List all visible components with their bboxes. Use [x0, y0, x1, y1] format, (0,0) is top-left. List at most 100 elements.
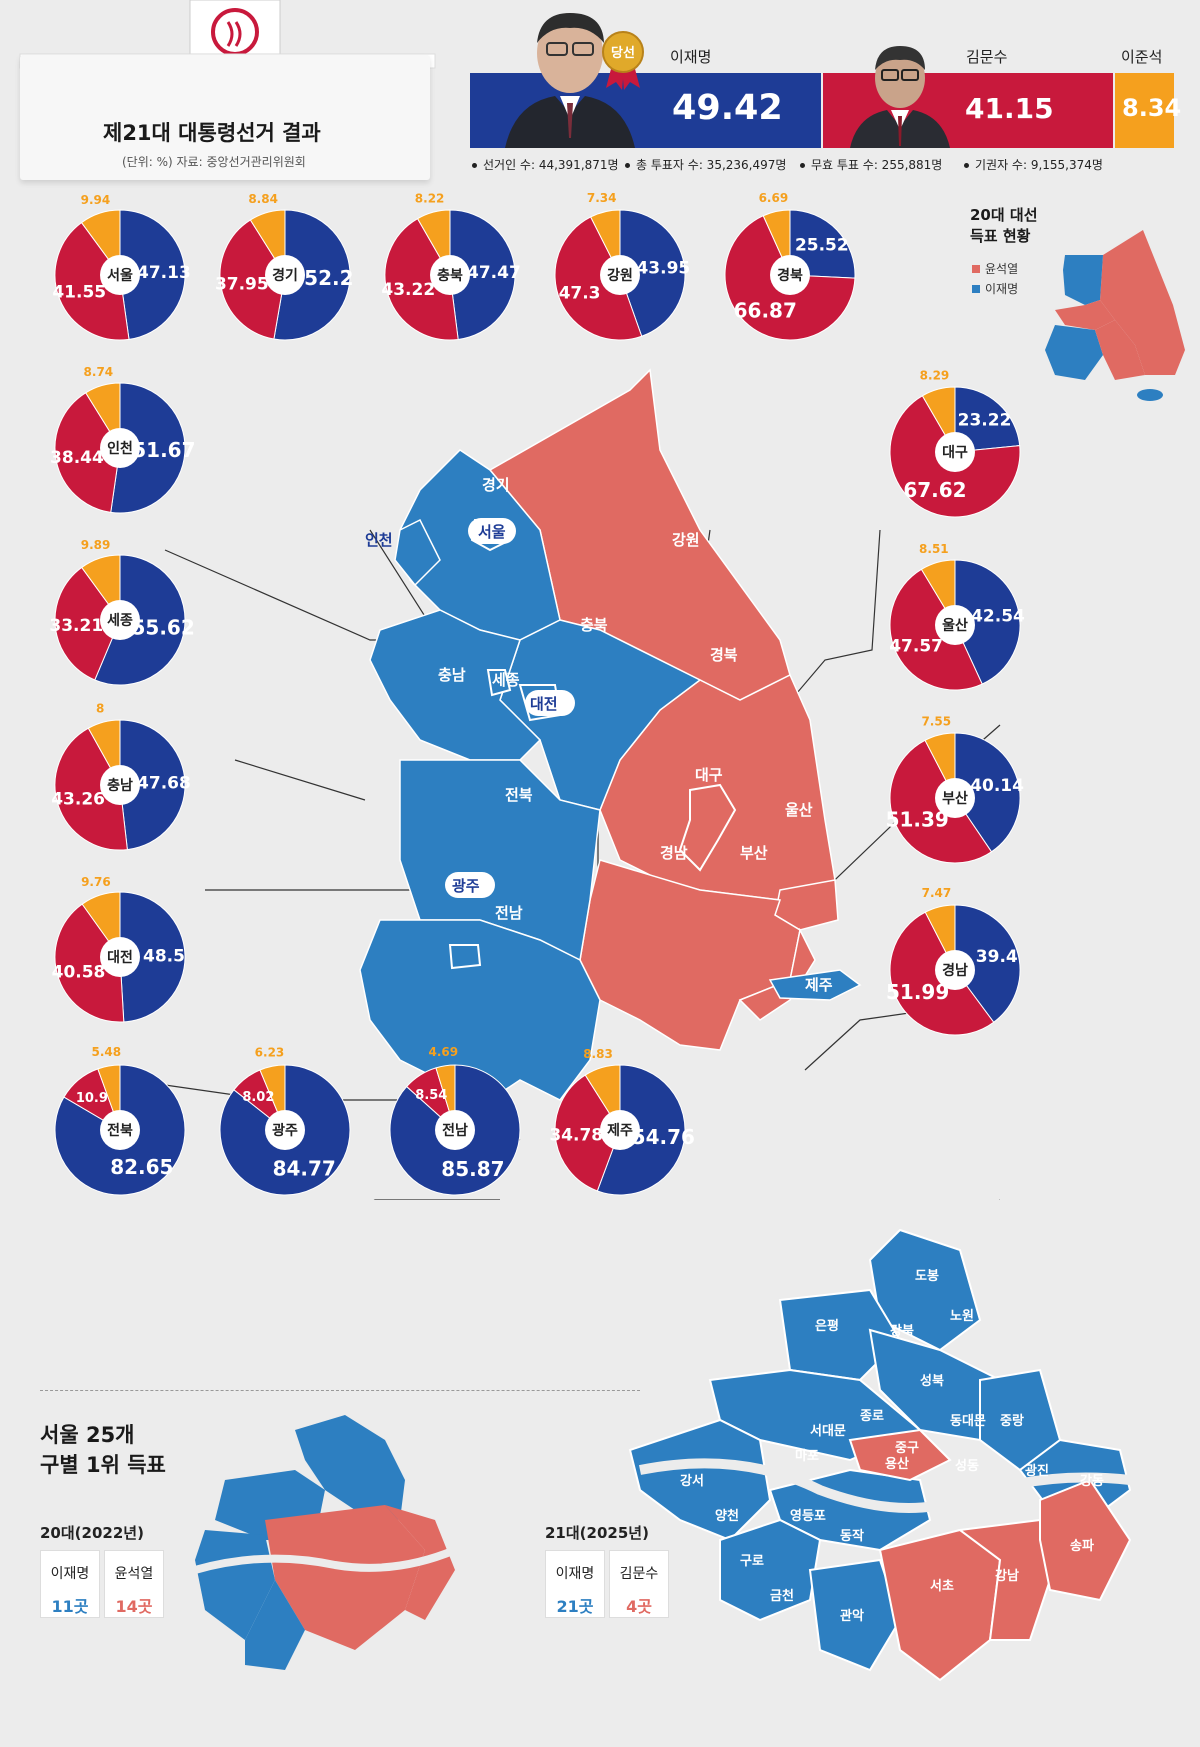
stat-electors: 선거인 수: 44,391,871명 [472, 156, 619, 173]
donut-hole [100, 255, 140, 295]
donut-hole [935, 605, 975, 645]
korea-map: 경기 서울 인천 강원 충북 경북 세종 충남 대전 대구 전북 울산 경남 부… [164, 368, 1001, 1200]
district-label-gangseo: 강서 [680, 1473, 704, 1489]
donut-region-label: 서울 [107, 267, 133, 284]
district-label-nowon: 노원 [950, 1309, 974, 1324]
district-label-jungnang: 중랑 [1000, 1414, 1024, 1429]
page-title: 제21대 대통령선거 결과 [103, 121, 321, 145]
donut-대전: 대전 48.5 40.58 9.76 [52, 875, 186, 1023]
count20-lee: 이재명 11곳 [40, 1550, 100, 1618]
donut-region-label: 경남 [942, 962, 968, 979]
donut-value-김문수: 8.54 [415, 1088, 447, 1103]
donut-value-이준석: 4.69 [428, 1045, 458, 1059]
donut-value-이준석: 8.74 [84, 365, 114, 379]
count21-lee-value: 21곳 [556, 1597, 594, 1616]
district-label-gangbuk: 강북 [890, 1323, 914, 1339]
donut-value-이재명: 43.95 [636, 259, 690, 279]
donut-slice-이재명 [954, 559, 1021, 685]
donut-hole [770, 255, 810, 295]
donut-region-label: 전남 [442, 1122, 468, 1139]
district-label-yongsan: 용산 [885, 1456, 909, 1472]
donut-울산: 울산 42.54 47.57 8.51 [889, 542, 1025, 691]
region-chungnam [369, 609, 542, 761]
stat-abstain: 기권자 수: 9,155,374명 [964, 156, 1103, 173]
donut-value-이준석: 8.29 [920, 369, 950, 383]
donut-hole [265, 1110, 305, 1150]
count21-kim-name: 김문수 [619, 1566, 659, 1582]
donut-region-label: 경기 [272, 267, 298, 284]
donut-전북: 전북 82.65 10.9 5.48 [54, 1045, 186, 1196]
seoul-title-2: 구별 1위 득표 [40, 1453, 166, 1477]
donut-region-label: 부산 [942, 790, 968, 807]
donut-slice-이재명 [789, 209, 856, 279]
map-label-sejong: 세종 [492, 671, 520, 689]
donut-value-이준석: 8.22 [415, 192, 445, 206]
donut-hole [100, 765, 140, 805]
donut-slice-이재명 [954, 904, 1021, 1023]
donut-slice-이재명 [954, 386, 1021, 453]
donut-value-이준석: 8.51 [919, 542, 949, 556]
donut-value-김문수: 40.58 [52, 963, 106, 983]
era20-label: 20대(2022년) [40, 1524, 144, 1542]
donut-value-김문수: 38.44 [50, 448, 104, 468]
donut-value-이준석: 6.23 [255, 1046, 285, 1060]
donut-value-이준석: 8 [96, 702, 104, 716]
region-gwangju [448, 944, 482, 970]
region-jeonbuk [399, 759, 601, 962]
donut-value-김문수: 43.22 [381, 280, 435, 300]
donut-value-이재명: 84.77 [273, 1157, 336, 1181]
count21-kim-value: 4곳 [626, 1597, 652, 1616]
seoul-title-1: 서울 25개 [40, 1423, 135, 1447]
count21-lee: 이재명 21곳 [545, 1550, 605, 1618]
donut-value-김문수: 34.78 [549, 1126, 603, 1146]
map-label-busan: 부산 [740, 844, 768, 862]
map-label-daegu: 대구 [695, 766, 723, 784]
donut-hole [430, 255, 470, 295]
map-label-daejeon: 대전 [530, 695, 558, 713]
donut-value-김문수: 47.57 [889, 637, 943, 657]
bar-segment-lee-js [1115, 73, 1174, 148]
donut-value-이준석: 9.89 [81, 538, 111, 552]
kim-portrait [850, 46, 950, 148]
donut-인천: 인천 51.67 38.44 8.74 [50, 365, 196, 514]
seoul-map-21st: 도봉 노원 강북 은평 성북 중랑 종로 동대문 서대문 마포 중구 성동 광진… [628, 1228, 1132, 1682]
donut-slice-김문수 [384, 217, 459, 341]
donut-slice-이재명 [119, 209, 186, 340]
seoul-divider [40, 1390, 640, 1391]
stat-invalid: 무효 투표 수: 255,881명 [800, 156, 942, 173]
donut-충북: 충북 47.47 43.22 8.22 [381, 192, 521, 341]
district-label-dongjak: 동작 [840, 1528, 864, 1544]
map-label-gyeonggi: 경기 [482, 476, 510, 494]
region-daegu [678, 783, 737, 872]
pct-kim: 41.15 [965, 92, 1054, 125]
donut-value-이준석: 7.34 [587, 191, 617, 205]
district-label-gwanak: 관악 [840, 1608, 864, 1624]
map-label-seoul: 서울 [478, 523, 506, 541]
donut-value-이재명: 51.67 [132, 438, 195, 462]
map-label-jeonnam: 전남 [495, 904, 523, 922]
count21-lee-name: 이재명 [555, 1566, 595, 1582]
donut-region-label: 울산 [942, 617, 968, 634]
donut-region-label: 전북 [107, 1122, 133, 1139]
donut-region-label: 충북 [437, 268, 463, 284]
donut-region-label: 제주 [607, 1123, 633, 1139]
donut-value-김문수: 51.99 [886, 980, 949, 1004]
count20-yoon-name: 윤석열 [114, 1566, 154, 1582]
donut-hole [100, 600, 140, 640]
count20-lee-value: 11곳 [51, 1597, 89, 1616]
donut-slice-이재명 [273, 209, 351, 341]
donut-slice-이재명 [619, 209, 686, 337]
donut-region-label: 광주 [272, 1122, 298, 1139]
donut-hole [600, 255, 640, 295]
donut-hole [265, 255, 305, 295]
donut-value-이재명: 42.54 [971, 607, 1025, 627]
count21-kim: 김문수 4곳 [609, 1550, 669, 1618]
district-label-yangcheon: 양천 [715, 1509, 739, 1524]
donut-value-이재명: 47.13 [137, 263, 191, 283]
donut-value-이준석: 5.48 [92, 1045, 122, 1059]
donut-value-이재명: 39.4 [976, 947, 1018, 967]
stat-voters-text: 총 투표자 수: 35,236,497명 [636, 158, 787, 172]
